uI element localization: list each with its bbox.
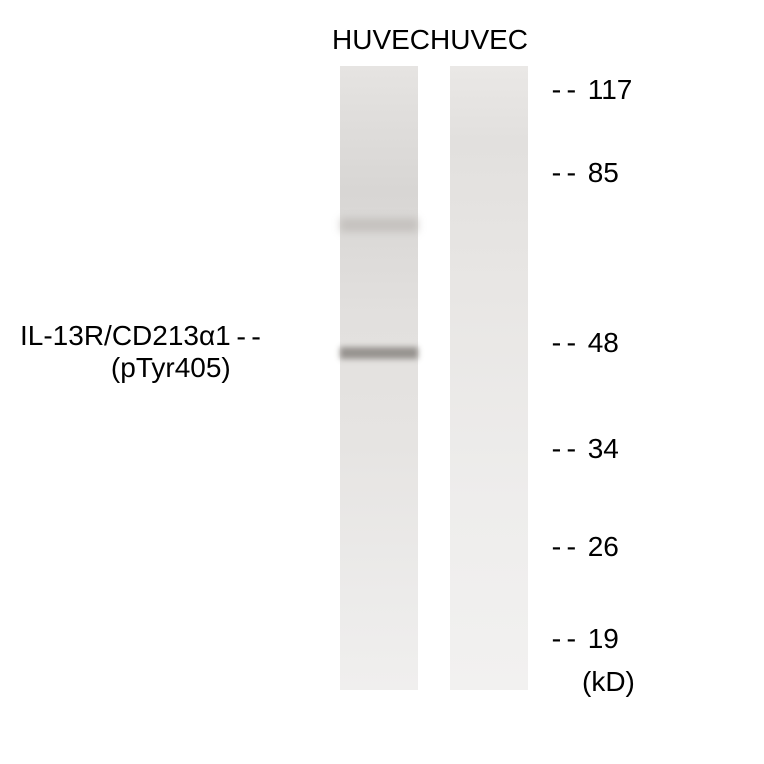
- mw-marker-26: -- 26: [548, 530, 619, 563]
- protein-band-label: IL-13R/CD213α1 (pTyr405) --: [20, 320, 262, 384]
- protein-name-line1: IL-13R/CD213α1: [20, 320, 231, 352]
- lane-2-header: HUVEC: [430, 24, 528, 56]
- mw-marker-117: -- 117: [548, 73, 632, 106]
- mw-tick: --: [548, 622, 578, 655]
- mw-tick: --: [548, 530, 578, 563]
- mw-marker-85: -- 85: [548, 156, 619, 189]
- mw-marker-34: -- 34: [548, 432, 619, 465]
- blot-band: [340, 218, 418, 232]
- unit-label: (kD): [582, 666, 635, 698]
- mw-value: 85: [588, 157, 619, 189]
- mw-tick: --: [548, 326, 578, 359]
- lane-1-header: HUVEC: [332, 24, 430, 56]
- mw-value: 34: [588, 433, 619, 465]
- blot-band: [340, 347, 418, 359]
- protein-name-line2: (pTyr405): [20, 352, 231, 384]
- lane-1: [340, 66, 418, 690]
- mw-value: 48: [588, 327, 619, 359]
- mw-value: 26: [588, 531, 619, 563]
- mw-value: 117: [588, 74, 633, 106]
- mw-value: 19: [588, 623, 619, 655]
- western-blot-figure: HUVEC HUVEC IL-13R/CD213α1 (pTyr405) -- …: [0, 0, 764, 764]
- protein-tick: --: [233, 320, 263, 353]
- mw-marker-48: -- 48: [548, 326, 619, 359]
- mw-tick: --: [548, 432, 578, 465]
- mw-tick: --: [548, 156, 578, 189]
- mw-tick: --: [548, 73, 578, 106]
- mw-marker-19: -- 19: [548, 622, 619, 655]
- lane-2: [450, 66, 528, 690]
